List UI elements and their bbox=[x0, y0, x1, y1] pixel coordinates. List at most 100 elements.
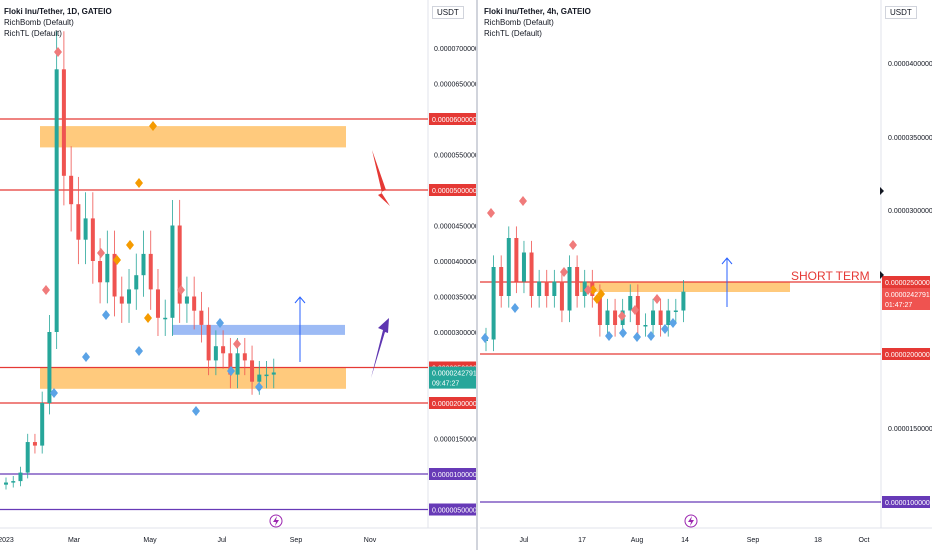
candle-body bbox=[264, 374, 269, 377]
level-price-tag bbox=[429, 184, 476, 196]
current-price-tag bbox=[882, 288, 930, 310]
currency-button-daily[interactable]: USDT bbox=[432, 6, 464, 19]
candle-body bbox=[529, 252, 534, 296]
x-tick-label: Jul bbox=[520, 537, 529, 544]
candle-body bbox=[250, 360, 255, 382]
x-tick-label: Oct bbox=[859, 537, 870, 544]
scale-marker-icon bbox=[880, 271, 884, 279]
candle-body bbox=[127, 289, 132, 304]
candle-body bbox=[119, 296, 124, 304]
level-price-tag bbox=[429, 503, 476, 516]
y-tick-label: 0.0000300000 bbox=[434, 330, 478, 337]
chart-panel-4h[interactable]: Floki Inu/Tether, 4h, GATEIO RichBomb (D… bbox=[480, 0, 932, 550]
chart-canvas-4h[interactable]: 0.0000400000 0.0000350000 0.0000300000 0.00… bbox=[480, 0, 932, 550]
candle-body bbox=[242, 353, 247, 361]
signal-diamond bbox=[618, 311, 626, 321]
level-price-label: 0.0000200000 bbox=[885, 352, 930, 359]
candle-body bbox=[199, 310, 204, 325]
x-tick-label: 14 bbox=[681, 537, 689, 544]
candle-body bbox=[105, 253, 110, 283]
indicator-richbomb[interactable]: RichBomb (Default) bbox=[4, 18, 74, 27]
candle-body bbox=[499, 267, 504, 296]
indicator-richtl[interactable]: RichTL (Default) bbox=[484, 29, 542, 38]
candle-body bbox=[521, 252, 526, 282]
level-price-label: 0.0000100000 bbox=[885, 500, 930, 507]
signal-diamond bbox=[511, 303, 519, 313]
candle-body bbox=[163, 317, 168, 320]
chart-panel-daily[interactable]: Floki Inu/Tether, 1D, GATEIO RichBomb (D… bbox=[0, 0, 478, 550]
signal-diamond bbox=[135, 178, 143, 188]
candle-body bbox=[4, 482, 8, 485]
level-price-tag bbox=[429, 397, 476, 409]
indicator-richtl[interactable]: RichTL (Default) bbox=[4, 29, 62, 38]
candle-body bbox=[47, 332, 52, 403]
current-price-label: 0.0000242791 bbox=[432, 371, 477, 378]
candle-body bbox=[221, 346, 226, 354]
level-price-label: 0.0000600000 bbox=[432, 117, 477, 124]
y-tick-label: 0.0000300000 bbox=[888, 208, 932, 215]
y-tick-label: 0.0000350000 bbox=[434, 295, 478, 302]
candle-body bbox=[552, 281, 557, 296]
candle-body bbox=[666, 310, 671, 325]
candle-body bbox=[643, 325, 648, 327]
level-price-label: 0.0000200000 bbox=[432, 401, 477, 408]
up-arrow-icon bbox=[371, 318, 389, 378]
signal-diamond bbox=[653, 294, 661, 304]
candle-body bbox=[18, 472, 23, 482]
candle-body bbox=[69, 175, 74, 205]
target-arrow-head bbox=[721, 257, 733, 265]
candle-body bbox=[235, 353, 240, 375]
lightning-icon bbox=[269, 514, 283, 528]
chart-title-4h[interactable]: Floki Inu/Tether, 4h, GATEIO bbox=[484, 7, 591, 16]
candle-body bbox=[658, 310, 663, 325]
signal-diamond bbox=[519, 196, 527, 206]
signal-diamond bbox=[605, 331, 613, 341]
y-tick-label: 0.0000650000 bbox=[434, 82, 478, 89]
candle-body bbox=[628, 296, 633, 311]
y-tick-label: 0.0000450000 bbox=[434, 224, 478, 231]
zone-band bbox=[172, 324, 345, 335]
signal-diamond bbox=[233, 339, 241, 349]
signal-diamond bbox=[597, 289, 605, 299]
candle-body bbox=[184, 296, 189, 304]
chart-canvas-daily[interactable]: 0.0000700000 0.0000650000 0.0000550000 0.00… bbox=[0, 0, 478, 550]
current-price-tag bbox=[429, 366, 476, 389]
level-price-label: 0.0000100000 bbox=[432, 472, 477, 479]
candle-body bbox=[271, 372, 276, 375]
signal-diamond bbox=[82, 352, 90, 362]
candle-body bbox=[11, 481, 16, 483]
candle-body bbox=[76, 204, 81, 240]
indicator-richbomb[interactable]: RichBomb (Default) bbox=[484, 18, 554, 27]
signal-diamond bbox=[227, 366, 235, 376]
signal-diamond bbox=[192, 406, 200, 416]
x-tick-label: Jul bbox=[218, 537, 227, 544]
y-tick-label: 0.0000150000 bbox=[888, 426, 932, 433]
candle-body bbox=[673, 310, 678, 312]
x-tick-label: Sep bbox=[747, 537, 760, 544]
level-price-tag bbox=[882, 496, 930, 508]
zone-band bbox=[40, 126, 346, 148]
candle-body bbox=[228, 353, 233, 375]
signal-diamond bbox=[42, 285, 50, 295]
candle-body bbox=[582, 281, 587, 296]
candle-body bbox=[112, 253, 117, 297]
signal-diamond bbox=[50, 388, 58, 398]
signal-diamond bbox=[631, 305, 639, 315]
level-price-tag bbox=[882, 276, 930, 288]
signal-diamond bbox=[177, 285, 185, 295]
signal-diamond bbox=[661, 324, 669, 334]
signal-diamond bbox=[569, 240, 577, 250]
candle-body bbox=[61, 69, 66, 176]
x-tick-label: 17 bbox=[578, 537, 586, 544]
legend-4h: Floki Inu/Tether, 4h, GATEIO RichBomb (D… bbox=[484, 6, 591, 39]
y-tick-label: 0.0000350000 bbox=[888, 135, 932, 142]
candle-body bbox=[257, 374, 262, 382]
candle-body bbox=[605, 310, 610, 325]
candle-body bbox=[651, 310, 656, 325]
currency-button-4h[interactable]: USDT bbox=[885, 6, 917, 19]
lightning-icon bbox=[684, 514, 698, 528]
y-tick-label: 0.0000150000 bbox=[434, 437, 478, 444]
candle-body bbox=[206, 324, 211, 361]
chart-title-daily[interactable]: Floki Inu/Tether, 1D, GATEIO bbox=[4, 7, 112, 16]
level-price-label: 0.0000050000 bbox=[432, 508, 477, 515]
